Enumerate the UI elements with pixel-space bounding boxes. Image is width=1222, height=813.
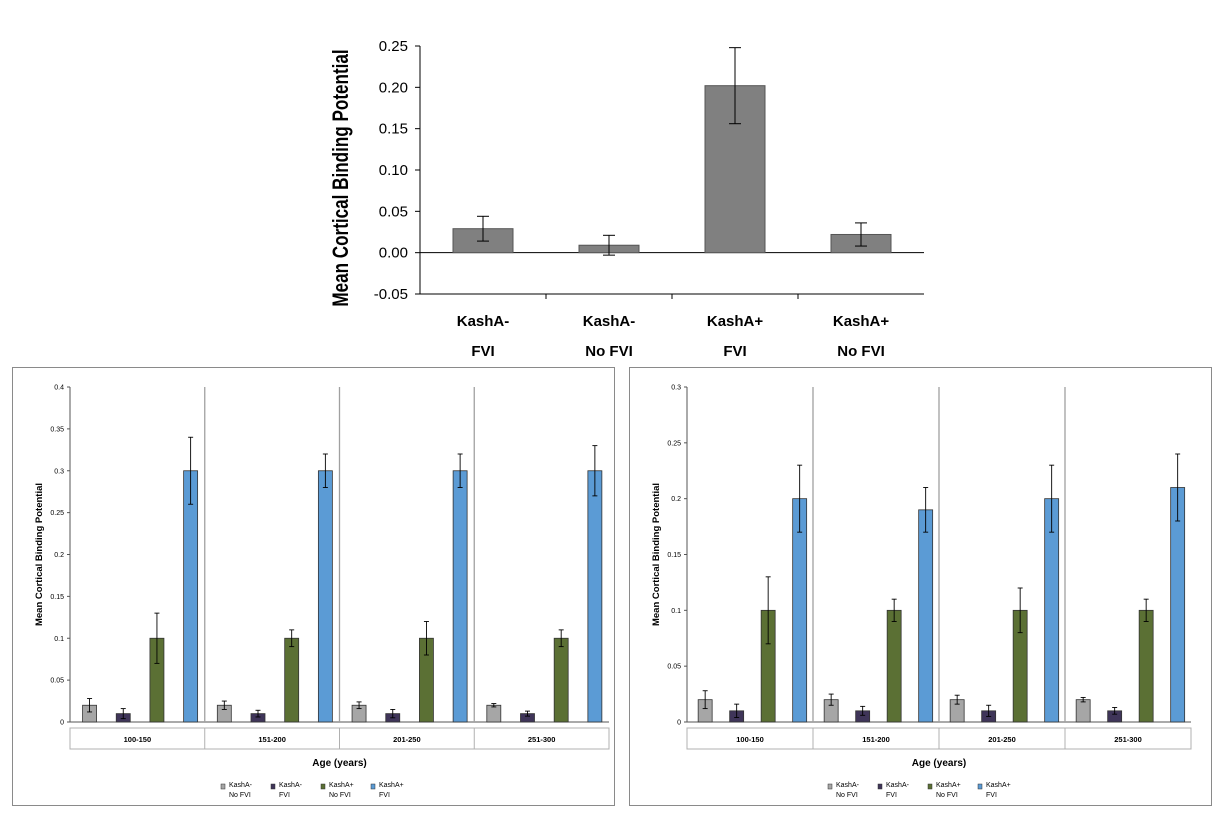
x-category-label: KashA- (583, 313, 636, 330)
bar (553, 637, 569, 723)
top-chart-svg: 0.25 0.20 0.15 0.10 0.05 0.00 -0.05 Mean Cortic… (329, 38, 924, 360)
x-category-label: No FVI (837, 343, 885, 360)
legend-label: KashA- (279, 782, 303, 789)
y-tick-label: 0 (60, 720, 64, 727)
bar (452, 470, 468, 723)
bar (284, 637, 300, 723)
legend-label: KashA- (836, 782, 860, 789)
y-tick-label: 0.15 (379, 121, 408, 138)
x-category-label: 100-150 (736, 735, 764, 744)
y-tick-label: 0.20 (379, 79, 408, 96)
left-grouped-chart-panel: 0.4 0.35 0.3 0.25 0.2 0.15 0.1 0.05 0 Mean Cortic… (12, 367, 615, 806)
right-grouped-chart-panel: 0.3 0.25 0.2 0.15 0.1 0.05 0 Mean Cortical Bind… (629, 367, 1212, 806)
y-tick-label: 0.15 (50, 594, 64, 601)
legend-swatch (270, 783, 276, 790)
x-category-label: 251-300 (1114, 735, 1142, 744)
x-category-label: 151-200 (862, 735, 890, 744)
y-axis-label: Mean Cortical Binding Potential (34, 483, 45, 626)
legend-label: No FVI (936, 792, 958, 799)
bar (1075, 699, 1091, 723)
legend-label: No FVI (329, 792, 351, 799)
legend-label: FVI (986, 792, 997, 799)
legend-swatch (977, 783, 983, 790)
y-tick-label: 0.25 (379, 38, 408, 55)
legend-label: FVI (279, 792, 290, 799)
y-tick-label: 0.05 (379, 203, 408, 220)
bar (886, 609, 902, 723)
bar (1170, 487, 1186, 723)
x-category-label: KashA+ (707, 313, 764, 330)
bar (918, 509, 934, 723)
legend-label: KashA+ (379, 782, 404, 789)
x-category-label: 201-250 (988, 735, 1016, 744)
x-category-label: 201-250 (393, 735, 421, 744)
legend-label: No FVI (229, 792, 251, 799)
y-tick-label: 0.1 (671, 608, 681, 615)
y-tick-label: 0.2 (54, 552, 64, 559)
x-axis-label: Age (years) (912, 758, 966, 769)
legend-label: KashA- (886, 782, 910, 789)
y-tick-label: 0.00 (379, 245, 408, 262)
x-category-label: 151-200 (258, 735, 286, 744)
legend-label: KashA+ (329, 782, 354, 789)
x-category-label: KashA- (457, 313, 510, 330)
y-tick-label: 0.25 (50, 510, 64, 517)
legend-swatch (320, 783, 326, 790)
y-axis-label: Mean Cortical Binding Potential (651, 483, 662, 626)
legend-label: FVI (886, 792, 897, 799)
legend-label: KashA+ (986, 782, 1011, 789)
bar (183, 470, 199, 723)
legend-label: No FVI (836, 792, 858, 799)
bar (1138, 609, 1154, 723)
x-category-label: 251-300 (528, 735, 556, 744)
y-tick-label: 0.4 (54, 385, 64, 392)
bar (587, 470, 603, 723)
y-tick-label: 0.10 (379, 162, 408, 179)
y-tick-label: -0.05 (374, 286, 408, 303)
y-tick-label: 0.05 (667, 664, 681, 671)
bar (486, 704, 502, 723)
legend-swatch (220, 783, 226, 790)
bar (317, 470, 333, 723)
left-chart-svg: 0.4 0.35 0.3 0.25 0.2 0.15 0.1 0.05 0 Mean Cortic… (34, 385, 610, 799)
legend-label: KashA+ (936, 782, 961, 789)
x-category-label: FVI (471, 343, 494, 360)
legend-swatch (927, 783, 933, 790)
right-chart-svg: 0.3 0.25 0.2 0.15 0.1 0.05 0 Mean Cortical Bind… (651, 385, 1192, 799)
legend-label: FVI (379, 792, 390, 799)
legend-swatch (827, 783, 833, 790)
y-tick-label: 0.3 (54, 468, 64, 475)
y-tick-label: 0.1 (54, 636, 64, 643)
y-tick-label: 0.15 (667, 552, 681, 559)
x-category-label: 100-150 (124, 735, 152, 744)
legend-swatch (370, 783, 376, 790)
x-axis-label: Age (years) (312, 758, 366, 769)
x-category-label: FVI (723, 343, 746, 360)
x-category-label: KashA+ (833, 313, 890, 330)
y-tick-label: 0.35 (50, 426, 64, 433)
y-axis-label: Mean Cortical Binding Potential (329, 49, 354, 306)
y-tick-label: 0 (677, 720, 681, 727)
y-tick-label: 0.05 (50, 678, 64, 685)
x-category-label: No FVI (585, 343, 633, 360)
y-tick-label: 0.25 (667, 440, 681, 447)
y-tick-label: 0.2 (671, 496, 681, 503)
legend-swatch (877, 783, 883, 790)
y-tick-label: 0.3 (671, 385, 681, 392)
legend-label: KashA- (229, 782, 253, 789)
top-bar-chart: 0.25 0.20 0.15 0.10 0.05 0.00 -0.05 Mean Cortic… (310, 28, 950, 368)
